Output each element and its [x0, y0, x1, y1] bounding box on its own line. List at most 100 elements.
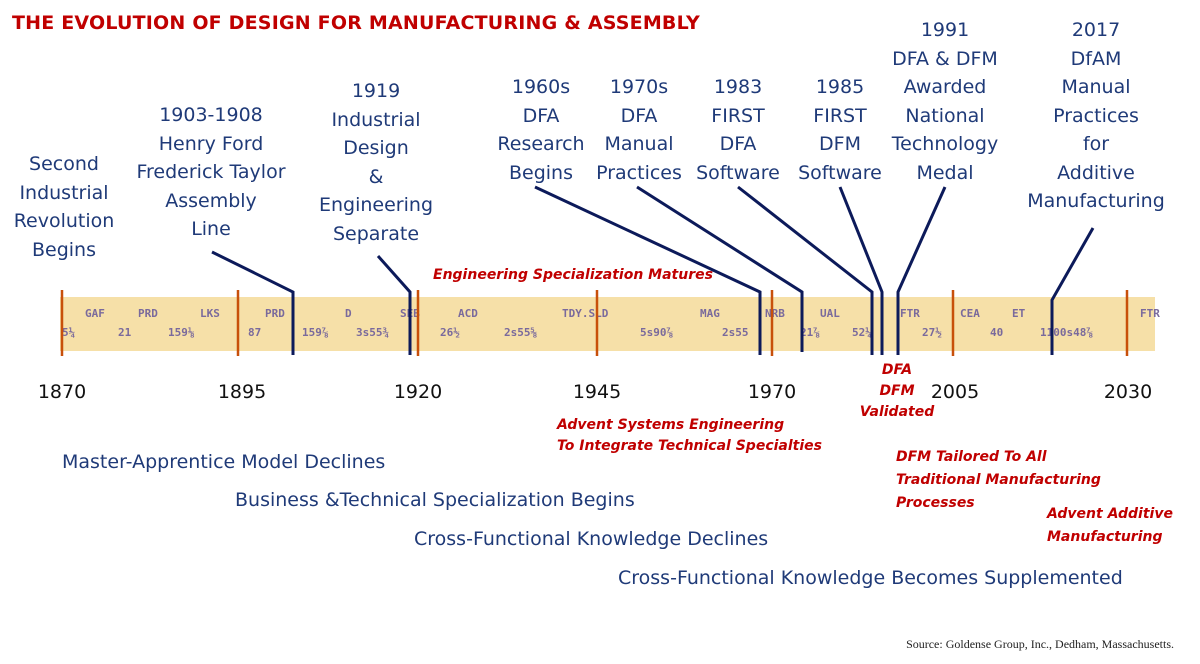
- ticker-symbol: ACD: [458, 307, 478, 320]
- era-label: Master-Apprentice Model Declines: [62, 451, 386, 473]
- event-label-line: 1960s: [511, 76, 571, 98]
- ticker-price: 40: [990, 326, 1003, 339]
- event-label-line: Software: [798, 161, 882, 184]
- annotation-line: Traditional Manufacturing: [896, 472, 1101, 488]
- annotation-line: Manufacturing: [1047, 529, 1163, 545]
- ticker-price: 3s55¾: [356, 326, 389, 339]
- ticker-symbol: MAG: [700, 307, 720, 320]
- event-label-line: Second: [29, 153, 99, 175]
- event-leader-line: [1050, 227, 1095, 355]
- ticker-symbol: GAF: [85, 307, 105, 320]
- ticker-price: 52¼: [852, 326, 872, 339]
- ticker-price: 159⅞: [302, 326, 329, 339]
- event-label-line: 1919: [351, 80, 401, 102]
- event-label-line: Industrial: [19, 181, 109, 204]
- annotation-line: Advent Additive: [1047, 506, 1173, 522]
- era-label: Cross-Functional Knowledge Becomes Suppl…: [618, 567, 1123, 589]
- annotation-dfa-dfm-validated: DFA DFM Validated: [858, 360, 936, 423]
- ticker-symbol: UAL: [820, 307, 840, 320]
- year-label: 1970: [747, 381, 797, 403]
- event-leader-line: [896, 186, 947, 355]
- ticker-price: 26½: [440, 326, 460, 339]
- ticker-symbol: D: [345, 307, 352, 320]
- event-label: 2017 DfAM Manual Practices for Additive Manufa…: [1027, 16, 1165, 216]
- ticker-price: 5s90⅞: [640, 326, 673, 339]
- year-markers: [60, 290, 1129, 356]
- event-leader-line: [737, 185, 874, 355]
- year-label: 1920: [393, 381, 443, 403]
- event-label-line: Engineering: [319, 194, 433, 216]
- event-leader-lines: [211, 185, 1095, 355]
- ticker-symbol: PRD: [138, 307, 158, 320]
- event-label-line: 2017: [1071, 19, 1121, 41]
- event-label-line: Industrial: [331, 108, 421, 131]
- event-label-line: Design: [343, 137, 409, 159]
- event-leader-line: [534, 185, 762, 355]
- ticker-price: 159⅛: [168, 326, 195, 339]
- event-label-line: Begins: [508, 161, 573, 184]
- annotation-advent-systems-eng: Advent Systems Engineering To Integrate …: [557, 415, 822, 457]
- event-label-line: Additive: [1057, 161, 1135, 184]
- annotation-line: Processes: [896, 495, 975, 511]
- event-label-line: Assembly: [165, 189, 257, 212]
- event-label: 1903-1908 Henry Ford Frederick Taylor Assem…: [136, 101, 285, 244]
- ticker-symbol: LKS: [200, 307, 220, 320]
- event-label: 1985 FIRST DFM Software: [798, 73, 882, 187]
- ticker-price: 27½: [922, 326, 942, 339]
- event-label: 1991 DFA & DFM Awarded National Technology Me…: [892, 16, 998, 187]
- ticker-symbol: FTR: [900, 307, 920, 320]
- annotation-advent-additive: Advent Additive Manufacturing: [1047, 503, 1173, 549]
- event-label-line: Henry Ford: [158, 132, 264, 155]
- event-label-line: Frederick Taylor: [136, 161, 286, 183]
- ticker-price: 5¼: [62, 326, 76, 339]
- event-label-line: DFA: [522, 104, 560, 127]
- event-label-line: 1903-1908: [159, 104, 263, 126]
- event-label-line: National: [905, 104, 985, 127]
- event-label: Second Industrial Revolution Begins: [14, 150, 115, 264]
- year-label: 1870: [37, 381, 87, 403]
- event-label-line: Manual: [604, 133, 674, 155]
- event-leader-line: [376, 255, 412, 355]
- event-label-line: DFM: [819, 133, 861, 155]
- annotation-line: DFM Tailored To All: [896, 449, 1047, 465]
- event-leader-line: [211, 250, 295, 355]
- ticker-price: 1100s48⅞: [1040, 326, 1093, 339]
- ticker-symbol: ET: [1012, 307, 1026, 320]
- event-label-line: Awarded: [903, 76, 987, 98]
- event-label-line: Separate: [332, 222, 420, 245]
- event-label-line: Research: [497, 133, 585, 155]
- event-label-line: Medal: [916, 161, 974, 184]
- year-label: 2005: [930, 381, 980, 403]
- ticker-price: 2s55⅝: [504, 326, 537, 339]
- event-label-line: DFA & DFM: [892, 47, 998, 70]
- year-label: 2030: [1103, 381, 1153, 403]
- ticker-price: 21⅞: [800, 326, 820, 339]
- ticker-symbol: TDY.SLD: [562, 307, 609, 320]
- event-leader-line: [636, 185, 804, 352]
- era-label: Cross-Functional Knowledge Declines: [414, 528, 769, 550]
- annotation-line: To Integrate Technical Specialties: [557, 438, 822, 454]
- page-title: THE EVOLUTION OF DESIGN FOR MANUFACTURIN…: [12, 12, 700, 34]
- ticker-symbol: FTR: [1140, 307, 1160, 320]
- ticker-symbol: NRB: [765, 307, 785, 320]
- ticker-price: 2s55: [722, 326, 749, 339]
- event-label-line: &: [368, 165, 384, 188]
- annotation-line: DFM: [879, 383, 915, 399]
- source-note: Source: Goldense Group, Inc., Dedham, Ma…: [906, 637, 1174, 651]
- ticker-price: 87: [248, 326, 261, 339]
- event-label-line: Line: [191, 218, 231, 240]
- event-label-line: 1983: [713, 76, 763, 98]
- annotation-line: Advent Systems Engineering: [557, 417, 785, 433]
- event-label-line: DFA: [719, 133, 757, 155]
- year-label: 1945: [572, 381, 622, 403]
- event-label-line: 1991: [920, 19, 970, 41]
- event-label-line: 1970s: [609, 76, 669, 98]
- annotation-line: DFA: [881, 362, 913, 378]
- event-label: 1983 FIRST DFA Software: [696, 73, 780, 187]
- year-label: 1895: [217, 381, 267, 403]
- ticker-symbol: PRD: [265, 307, 285, 320]
- era-label: Business &Technical Specialization Begin…: [235, 489, 635, 511]
- annotation-line: Validated: [859, 404, 935, 420]
